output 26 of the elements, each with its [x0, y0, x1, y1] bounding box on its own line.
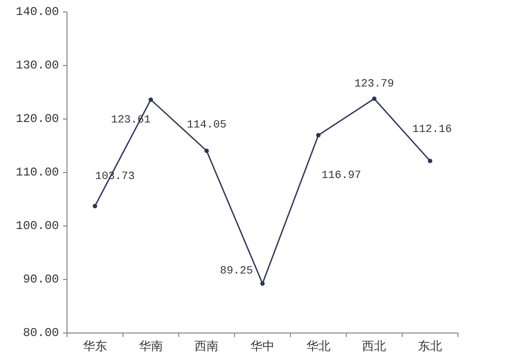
- x-tick-label: 西北: [362, 339, 386, 353]
- data-label: 112.16: [412, 124, 452, 136]
- point: [92, 204, 98, 208]
- data-label: 116.97: [322, 170, 362, 182]
- x-tick-label: 华南: [138, 339, 163, 353]
- data-label: 123.79: [354, 78, 394, 91]
- x-tick-label: 东北: [418, 339, 442, 353]
- x-tick-label: 西南: [194, 339, 219, 353]
- point: [372, 96, 376, 101]
- y-tick-label: 80.00: [22, 326, 59, 340]
- y-tick-label: 100.00: [16, 219, 59, 234]
- y-tick-label: 90.00: [22, 272, 59, 287]
- x-tick-label: 华北: [306, 339, 330, 353]
- x-tick-label: 华中: [250, 339, 274, 353]
- data-label: 89.25: [220, 265, 254, 278]
- y-tick-label: 130.00: [16, 58, 59, 73]
- point: [260, 281, 265, 286]
- x-tick-label: 华东: [82, 339, 107, 353]
- y-tick-label: 110.00: [16, 166, 59, 180]
- y-tick-label: 140.00: [16, 5, 59, 20]
- data-label: 114.05: [186, 120, 226, 132]
- point: [428, 158, 432, 164]
- point: [148, 97, 153, 102]
- point: [316, 133, 321, 138]
- point: [204, 148, 209, 154]
- y-tick-label: 120.00: [16, 112, 59, 126]
